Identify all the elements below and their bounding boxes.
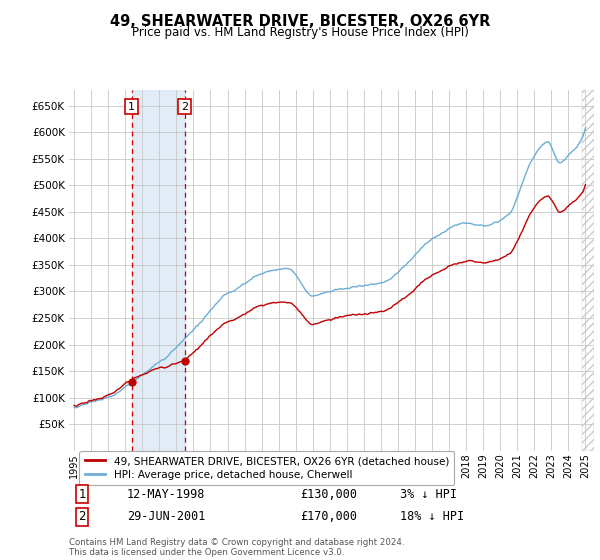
Legend: 49, SHEARWATER DRIVE, BICESTER, OX26 6YR (detached house), HPI: Average price, d: 49, SHEARWATER DRIVE, BICESTER, OX26 6YR…	[79, 451, 454, 486]
Text: 2: 2	[181, 101, 188, 111]
Text: £170,000: £170,000	[300, 510, 357, 523]
Text: Contains HM Land Registry data © Crown copyright and database right 2024.
This d: Contains HM Land Registry data © Crown c…	[69, 538, 404, 557]
Text: 12-MAY-1998: 12-MAY-1998	[127, 488, 205, 501]
Text: 49, SHEARWATER DRIVE, BICESTER, OX26 6YR: 49, SHEARWATER DRIVE, BICESTER, OX26 6YR	[110, 14, 490, 29]
Text: £130,000: £130,000	[300, 488, 357, 501]
Text: 2: 2	[79, 510, 86, 523]
Text: Price paid vs. HM Land Registry's House Price Index (HPI): Price paid vs. HM Land Registry's House …	[131, 26, 469, 39]
Text: 29-JUN-2001: 29-JUN-2001	[127, 510, 205, 523]
Bar	[131, 90, 185, 451]
Text: 1: 1	[79, 488, 86, 501]
Text: 18% ↓ HPI: 18% ↓ HPI	[400, 510, 464, 523]
Text: 1: 1	[128, 101, 135, 111]
Text: 3% ↓ HPI: 3% ↓ HPI	[400, 488, 457, 501]
